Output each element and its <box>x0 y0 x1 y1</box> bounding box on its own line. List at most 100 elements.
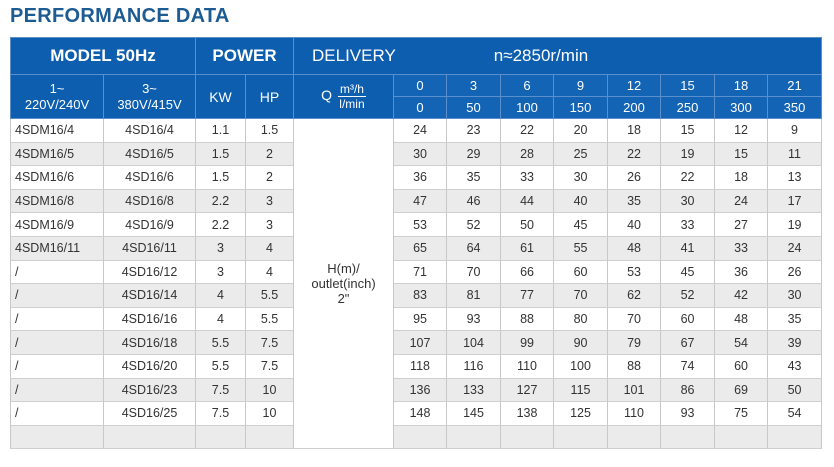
flow-lmin: 0 <box>393 96 448 119</box>
head-value: 42 <box>714 283 769 308</box>
head-value: 30 <box>660 189 716 214</box>
table-row: /4SD16/12 3 4 71 70 66 60 53 45 36 26 <box>10 260 823 285</box>
model-three-phase: 4SD16/11 <box>103 236 196 261</box>
flow-lmin: 200 <box>607 96 662 119</box>
head-value: 101 <box>607 378 662 403</box>
power-kw: 4 <box>195 307 246 332</box>
head-value: 110 <box>500 354 555 379</box>
head-value: 24 <box>393 118 448 143</box>
head-value: 46 <box>446 189 502 214</box>
model-single-phase: / <box>10 307 104 332</box>
model-three-phase: 4SD16/16 <box>103 307 196 332</box>
header-row-lmin: 0 50 100 150 200 250 300 350 <box>11 96 823 119</box>
head-value <box>500 425 555 450</box>
head-value: 15 <box>660 118 716 143</box>
power-kw: 1.5 <box>195 142 246 167</box>
model-single-phase: / <box>10 260 104 285</box>
head-value: 22 <box>500 118 555 143</box>
power-kw <box>195 425 246 450</box>
head-value: 9 <box>767 118 823 143</box>
head-value: 79 <box>607 330 662 355</box>
model-single-phase: / <box>10 330 104 355</box>
model-single-phase: 4SDM16/5 <box>10 142 104 167</box>
head-value: 20 <box>553 118 609 143</box>
head-value: 19 <box>660 142 716 167</box>
head-value: 13 <box>767 165 823 190</box>
head-value: 93 <box>660 401 716 426</box>
head-value: 133 <box>446 378 502 403</box>
table-row: 4SDM16/5 4SD16/5 1.5 2 30 29 28 25 22 19 15 11 <box>10 142 823 167</box>
head-value: 30 <box>767 283 823 308</box>
model-three-phase: 4SD16/4 <box>103 118 196 143</box>
flow-m3h: 18 <box>714 74 769 97</box>
power-hp: 2 <box>244 142 295 167</box>
flow-m3h: 9 <box>553 74 609 97</box>
table-row <box>10 425 823 450</box>
head-value <box>553 425 609 450</box>
head-value: 83 <box>393 283 448 308</box>
three-phase-voltage: 380V/415V <box>117 96 182 112</box>
head-value: 52 <box>446 212 502 237</box>
model-single-phase: 4SDM16/8 <box>10 189 104 214</box>
delivery-header: DELIVERY n≈2850r/min <box>293 37 823 75</box>
flow-m3h: 21 <box>767 74 823 97</box>
head-value <box>767 425 823 450</box>
flow-m3h: 12 <box>607 74 662 97</box>
head-value: 107 <box>393 330 448 355</box>
unit-lmin: l/min <box>339 97 365 111</box>
head-value: 40 <box>553 189 609 214</box>
head-value: 18 <box>714 165 769 190</box>
power-kw: 5.5 <box>195 330 246 355</box>
head-value: 33 <box>660 212 716 237</box>
head-value: 74 <box>660 354 716 379</box>
power-hp: 3 <box>244 189 295 214</box>
model-three-phase: 4SD16/18 <box>103 330 196 355</box>
head-value: 27 <box>714 212 769 237</box>
power-hp: 5.5 <box>244 307 295 332</box>
head-value: 127 <box>500 378 555 403</box>
head-value: 11 <box>767 142 823 167</box>
power-kw: 5.5 <box>195 354 246 379</box>
model-three-phase: 4SD16/12 <box>103 260 196 285</box>
head-value: 24 <box>714 189 769 214</box>
flow-m3h: 3 <box>446 74 502 97</box>
head-value: 33 <box>500 165 555 190</box>
head-value: 35 <box>767 307 823 332</box>
head-value: 66 <box>500 260 555 285</box>
head-value: 36 <box>714 260 769 285</box>
head-value: 70 <box>553 283 609 308</box>
power-kw: 1.5 <box>195 165 246 190</box>
table-row: /4SD16/16 4 5.5 95 93 88 80 70 60 48 35 <box>10 307 823 332</box>
head-value: 35 <box>446 165 502 190</box>
table-row: 4SDM16/8 4SD16/8 2.2 3 47 46 44 40 35 30 24 17 <box>10 189 823 214</box>
head-value: 36 <box>393 165 448 190</box>
head-value: 45 <box>553 212 609 237</box>
power-hp: 10 <box>244 378 295 403</box>
head-value: 50 <box>500 212 555 237</box>
single-phase-symbol: 1~ <box>49 80 65 96</box>
head-value: 65 <box>393 236 448 261</box>
three-phase-header: 3~ 380V/415V <box>103 74 196 119</box>
head-value: 62 <box>607 283 662 308</box>
power-hp: 5.5 <box>244 283 295 308</box>
head-value: 70 <box>446 260 502 285</box>
table-row: /4SD16/20 5.5 7.5 118 116 110 100 88 74 60 43 <box>10 354 823 379</box>
head-value: 125 <box>553 401 609 426</box>
head-value: 23 <box>446 118 502 143</box>
head-value: 22 <box>607 142 662 167</box>
head-value: 43 <box>767 354 823 379</box>
flow-lmin: 150 <box>553 96 609 119</box>
flow-lmin: 250 <box>660 96 716 119</box>
flow-lmin: 100 <box>500 96 555 119</box>
head-value: 118 <box>393 354 448 379</box>
table-row: /4SD16/25 7.5 10 148 145 138 125 110 93 75 54 <box>10 401 823 426</box>
head-value: 39 <box>767 330 823 355</box>
model-three-phase: 4SD16/5 <box>103 142 196 167</box>
head-value: 26 <box>607 165 662 190</box>
head-value: 67 <box>660 330 716 355</box>
head-value: 24 <box>767 236 823 261</box>
model-single-phase: 4SDM16/4 <box>10 118 104 143</box>
head-value: 29 <box>446 142 502 167</box>
table-row: 4SDM16/6 4SD16/6 1.5 2 36 35 33 30 26 22 18 13 <box>10 165 823 190</box>
